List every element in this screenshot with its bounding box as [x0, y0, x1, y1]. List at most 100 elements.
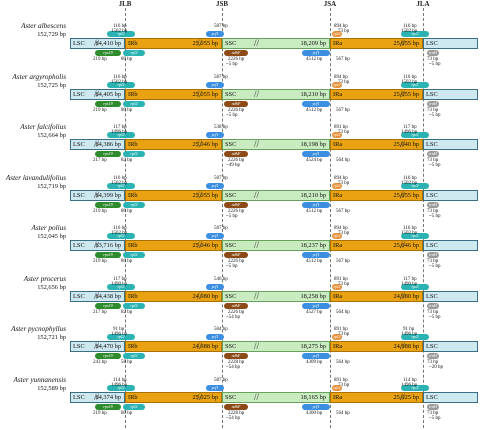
- length-annotation: 567 bp: [336, 57, 350, 62]
- lsc-region: LSC 84,374 bp: [70, 391, 125, 403]
- length-annotation: 4512 bp: [306, 208, 323, 214]
- region-length: 18,198 bp: [300, 141, 326, 148]
- gene-ndhF: ndhF: [224, 100, 248, 107]
- lsc-region-end: LSC: [423, 341, 478, 352]
- region-label: SSC: [225, 90, 237, 98]
- junction-line-jlb: [125, 8, 126, 428]
- lsc-region: LSC 84,399 bp: [70, 189, 125, 201]
- gene-trnH: trnH: [427, 252, 439, 258]
- gene-ndhF-top: rpl2: [332, 334, 342, 340]
- region-label: IRb: [128, 40, 138, 47]
- species-name: Aster lavandulifolius: [5, 173, 66, 182]
- length-annotation: ~5 bp: [429, 62, 441, 67]
- length-annotation: 1496 bp: [111, 130, 128, 135]
- region-label: SSC: [225, 40, 237, 47]
- region-length: 25,055 bp: [192, 40, 218, 47]
- break-mark: //: [400, 189, 406, 200]
- gene-ycf1-bot: ycf1: [302, 353, 330, 359]
- length-annotation: 1502 bp: [401, 79, 418, 85]
- lsc-region: LSC 84,405 bp: [70, 88, 125, 100]
- length-annotation: 116 bp: [113, 175, 127, 181]
- gene-trnH: trnH: [427, 100, 439, 107]
- length-annotation: 73 bp: [338, 130, 350, 135]
- length-annotation: 73 bp: [338, 29, 350, 34]
- region-label: SSC: [225, 242, 237, 249]
- gene-rpl2-top-b: rpl2: [401, 233, 429, 239]
- break-mark: //: [94, 189, 100, 200]
- length-annotation: 73 bp: [427, 309, 439, 315]
- region-label: IRa: [333, 90, 343, 98]
- gene-rpl2-bot: rpl2: [123, 100, 145, 107]
- gene-rpl2-top: rpl2: [107, 334, 135, 340]
- length-annotation: 1502 bp: [401, 180, 418, 186]
- length-annotation: 82 bp: [121, 158, 133, 163]
- break-mark: //: [197, 38, 203, 48]
- length-annotation: 73 bp: [427, 57, 439, 62]
- gene-ndhF-top: rpl2: [332, 283, 342, 290]
- gene-ycf1-top: ycf1: [206, 81, 224, 88]
- gene-ndhF: ndhF: [224, 201, 248, 208]
- ssc-region: SSC 18,165 bp: [222, 391, 330, 403]
- lsc-region-end: LSC: [423, 290, 478, 302]
- species-name: Aster albescens: [21, 22, 66, 30]
- gene-rpl2-bot: rpl2: [123, 353, 145, 359]
- length-annotation: 4524 bp: [306, 158, 323, 163]
- length-annotation: ~5 bp: [429, 314, 441, 320]
- gene-ndhF-top: rpl2: [332, 233, 342, 239]
- region-label: IRb: [128, 292, 138, 300]
- length-annotation: ~5 bp: [226, 62, 238, 67]
- region-length: 18,210 bp: [300, 90, 326, 98]
- break-mark: //: [197, 240, 203, 250]
- length-annotation: 894 bp: [334, 24, 348, 29]
- lsc-region: LSC 83,716 bp: [70, 240, 125, 251]
- region-length: 84,374 bp: [95, 393, 121, 401]
- length-annotation: 80 bp: [121, 57, 133, 62]
- region-label: LSC: [73, 141, 85, 148]
- length-annotation: 80 bp: [121, 107, 133, 113]
- region-label: LSC: [426, 90, 438, 98]
- gene-trnH: trnH: [427, 353, 439, 359]
- ssc-region: SSC 18,210 bp: [222, 88, 330, 100]
- length-annotation: ~5 bp: [429, 163, 441, 168]
- length-annotation: 58 bp: [121, 360, 133, 365]
- length-annotation: ~49 bp: [226, 163, 240, 168]
- length-annotation: 564 bp: [336, 410, 350, 416]
- length-annotation: 1496 bp: [401, 382, 418, 388]
- length-annotation: 116 bp: [403, 74, 417, 80]
- length-annotation: 73 bp: [338, 79, 350, 85]
- length-annotation: 891 bp: [334, 276, 348, 282]
- length-annotation: ~5 bp: [429, 264, 441, 269]
- length-annotation: 1496 bp: [401, 130, 418, 135]
- gene-rpl2-top-b: rpl2: [401, 334, 429, 340]
- region-label: SSC: [225, 343, 237, 350]
- region-length: 25,046 bp: [192, 141, 218, 148]
- species-name: Aster falcifolius: [20, 123, 66, 131]
- length-annotation: 117 bp: [113, 276, 127, 282]
- break-mark: //: [254, 240, 260, 250]
- junction-label-jsa: JSA: [323, 0, 337, 8]
- gene-rpl2-top: rpl2: [107, 81, 135, 88]
- junction-line-jsb: [222, 8, 223, 428]
- species-name: Aster pycnophyllus: [11, 325, 66, 333]
- region-label: LSC: [426, 292, 438, 300]
- ira-region: IRa 25,025 bp: [330, 391, 423, 403]
- length-annotation: ~54 bp: [226, 314, 240, 320]
- ira-region: IRa 25,055 bp: [330, 189, 423, 201]
- irb-region: IRb 25,055 bp: [125, 189, 222, 201]
- gene-rpl2-bot: rpl2: [123, 403, 145, 410]
- gene-rpl2-top: rpl2: [107, 31, 135, 37]
- gene-ycf1-bot: ycf1: [302, 403, 330, 410]
- region-length: 24,988 bp: [192, 343, 218, 350]
- length-annotation: 117 bp: [113, 125, 127, 130]
- length-annotation: 219 bp: [93, 57, 107, 62]
- length-annotation: 891 bp: [334, 125, 348, 130]
- region-label: IRb: [128, 141, 138, 148]
- region-length: 84,405 bp: [95, 90, 121, 98]
- length-annotation: 4512 bp: [306, 107, 323, 113]
- region-length: 18,209 bp: [300, 40, 326, 47]
- gene-ycf1-bot: ycf1: [302, 50, 330, 56]
- lsc-region-end: LSC: [423, 88, 478, 100]
- region-label: IRb: [128, 393, 138, 401]
- length-annotation: 116 bp: [403, 24, 417, 29]
